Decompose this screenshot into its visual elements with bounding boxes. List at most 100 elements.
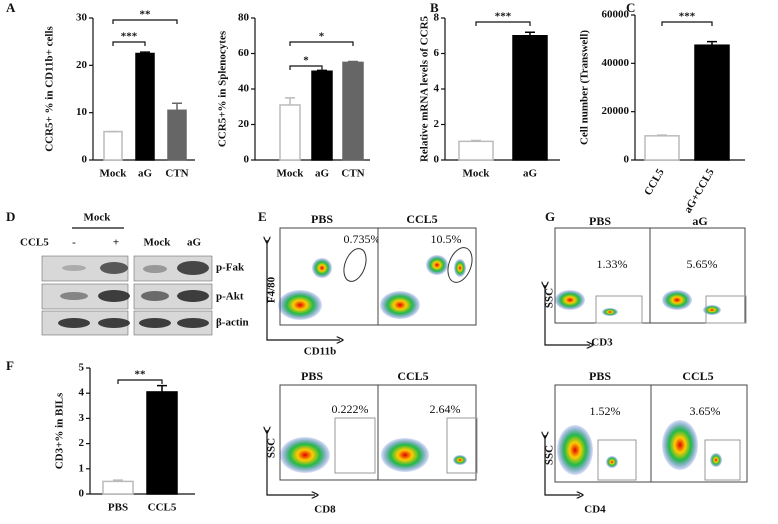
cell-cluster	[662, 290, 692, 310]
y-tick-label: 4	[434, 83, 440, 95]
plot-title: CCL5	[406, 212, 437, 226]
y-tick-label: 0	[624, 154, 630, 166]
x-tick-label: Mock	[277, 168, 305, 180]
plot-title: aG	[692, 214, 707, 228]
cell-cluster	[606, 456, 618, 468]
panel-label: E	[258, 209, 267, 224]
significance-bracket	[112, 19, 178, 24]
gate-percent: 5.65%	[687, 257, 718, 271]
y-axis-label: CD3+% in BILs	[54, 392, 66, 469]
y-tick-label: 40	[238, 83, 250, 95]
panel-label: F	[6, 358, 14, 373]
error-bar	[113, 479, 123, 482]
y-axis-label: F4/80	[266, 276, 278, 303]
significance-label: **	[135, 369, 147, 381]
y-axis-label: Cell number (Transwell)	[579, 30, 591, 145]
lane-label: Mock	[144, 237, 172, 249]
error-bar	[525, 31, 535, 36]
y-tick-label: 30	[76, 12, 88, 24]
error-bar	[285, 97, 295, 105]
axis-arrows	[267, 240, 340, 340]
y-tick-label: 4	[79, 387, 85, 399]
significance-bracket	[475, 21, 531, 26]
flow-cytometry: PBS 0.735% CCL5 10.5% F4/80 CD11b PBS 0.222% CCL…	[266, 212, 748, 516]
y-tick-label: 10	[76, 106, 88, 118]
y-tick-label: 2	[79, 437, 85, 449]
y-axis-label: CCR5+% in Splenocytes	[217, 30, 229, 147]
x-tick-label: aG	[523, 168, 538, 180]
cell-cluster	[454, 259, 466, 277]
significance-bracket	[117, 379, 163, 384]
y-tick-label: 5	[79, 362, 85, 374]
bar	[311, 70, 333, 161]
bar	[167, 109, 187, 161]
blot-row-label: β-actin	[216, 317, 249, 329]
x-tick-label: aG+CCL5	[682, 166, 717, 215]
y-tick-label: 1	[79, 462, 85, 474]
y-tick-label: 20	[76, 59, 88, 71]
gate-percent: 1.52%	[590, 404, 621, 418]
gate	[343, 248, 367, 282]
panel-label: A	[6, 0, 16, 15]
error-bar	[348, 60, 358, 63]
panel-label: C	[626, 0, 635, 15]
cell-cluster	[426, 255, 448, 275]
y-axis-label: CCR5+ % in CD11b+ cells	[44, 25, 56, 151]
gate	[704, 439, 741, 481]
y-tick-label: 0	[244, 154, 250, 166]
x-tick-label: CTN	[341, 168, 364, 180]
y-tick-label: 8	[434, 12, 440, 24]
gate	[597, 439, 637, 481]
cell-cluster	[280, 437, 330, 473]
significance-label: ***	[495, 11, 512, 23]
y-tick-label: 20	[238, 118, 250, 130]
gate	[446, 417, 478, 474]
error-bar	[140, 51, 150, 54]
error-bar	[657, 134, 667, 136]
y-tick-label: 3	[79, 412, 85, 424]
bar	[644, 135, 680, 161]
y-axis-label: Relative mRNA levels of CCR5	[419, 15, 431, 162]
y-tick-label: 40000	[602, 57, 630, 69]
gate	[334, 417, 376, 474]
panel-label: G	[545, 209, 555, 224]
y-tick-label: 60000	[602, 9, 630, 21]
gate	[595, 295, 643, 324]
gate-percent: 3.65%	[690, 404, 721, 418]
plot-title: CCL5	[682, 369, 713, 383]
blot-treatment: CCL5	[20, 237, 49, 249]
y-axis-label: SSC	[544, 288, 556, 308]
y-tick-label: 60	[238, 47, 250, 59]
x-tick-label: PBS	[108, 502, 128, 514]
y-tick-label: 20000	[602, 105, 630, 117]
bar	[146, 391, 178, 495]
cell-cluster	[381, 438, 429, 472]
x-axis-label: CD8	[314, 504, 336, 516]
cell-cluster	[312, 258, 332, 278]
panel-label: D	[6, 209, 15, 224]
gate-percent: 0.735%	[344, 232, 381, 246]
cell-cluster	[662, 420, 698, 470]
plot-title: PBS	[589, 369, 611, 383]
x-axis-label: CD3	[591, 337, 613, 349]
y-tick-label: 0	[82, 154, 88, 166]
cell-cluster	[278, 290, 322, 320]
gate-percent: 10.5%	[431, 232, 462, 246]
axis-arrows	[545, 435, 580, 495]
x-axis-label: CD11b	[304, 346, 336, 358]
cell-cluster	[557, 425, 593, 475]
bar	[102, 480, 134, 495]
x-tick-label: CCL5	[148, 502, 177, 514]
significance-label: *	[303, 55, 309, 67]
axis-arrows	[267, 430, 315, 495]
gate-percent: 2.64%	[430, 402, 461, 416]
lane-label: +	[113, 237, 119, 249]
x-tick-label: CTN	[165, 168, 188, 180]
error-bar	[707, 40, 717, 46]
error-bar	[471, 139, 481, 142]
significance-bracket	[661, 21, 713, 26]
gate	[447, 247, 473, 283]
plot-title: PBS	[311, 212, 333, 226]
